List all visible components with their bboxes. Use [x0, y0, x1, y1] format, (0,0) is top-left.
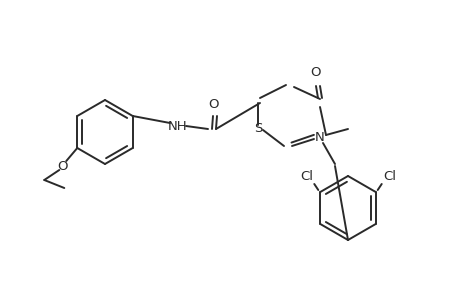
Text: O: O: [57, 160, 67, 172]
Text: Cl: Cl: [382, 169, 395, 182]
Text: O: O: [310, 65, 320, 79]
Text: NH: NH: [168, 119, 187, 133]
Text: Cl: Cl: [299, 169, 312, 182]
Text: N: N: [314, 130, 324, 143]
Text: O: O: [208, 98, 219, 110]
Text: S: S: [253, 122, 262, 134]
